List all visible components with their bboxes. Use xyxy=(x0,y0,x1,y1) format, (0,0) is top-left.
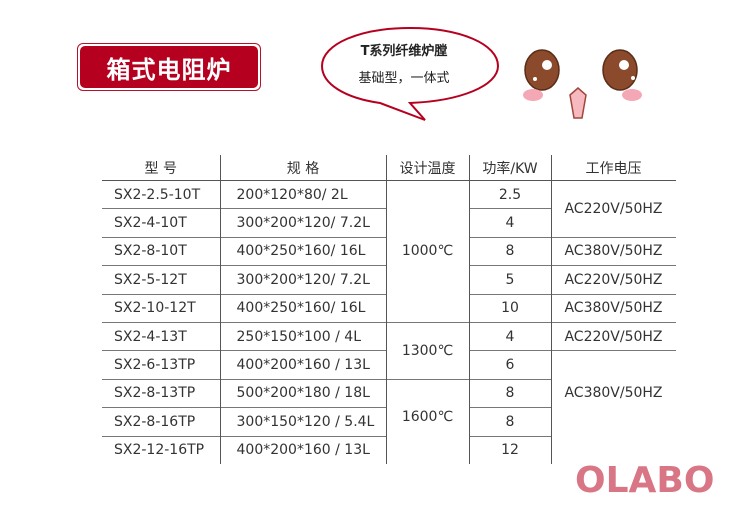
table-header: 型 号 规 格 设计温度 功率/KW 工作电压 xyxy=(102,155,676,181)
cell-voltage: AC380V/50HZ xyxy=(550,236,676,266)
cell-power: 8 xyxy=(468,236,551,266)
cute-face-icon xyxy=(523,49,642,119)
cell-voltage: AC220V/50HZ xyxy=(550,321,676,351)
table-row: SX2-4-13T 250*150*100 / 4L 1300℃ 4 AC220… xyxy=(102,321,676,380)
cell-voltage: AC380V/50HZ xyxy=(550,293,676,323)
cell-power: 8 xyxy=(468,378,551,408)
table-row: SX2-2.5-10T 200*120*80/ 2L 1000℃ 2.5 AC2… xyxy=(102,180,676,323)
table-row: SX2-5-12T 300*200*120/ 7.2L 5 AC220V/50H… xyxy=(102,265,676,295)
page-title: 箱式电阻炉 xyxy=(80,46,258,88)
header-voltage: 工作电压 xyxy=(550,155,676,181)
table-row: SX2-6-13TP 400*200*160 / 13L 6 AC380V/50… xyxy=(102,350,676,464)
cell-model: SX2-8-13TP xyxy=(102,378,220,408)
header-power: 功率/KW xyxy=(468,155,551,181)
cell-spec: 300*200*120/ 7.2L xyxy=(219,208,386,238)
cell-temp: 1000℃ xyxy=(385,180,469,323)
speech-bubble xyxy=(320,26,500,121)
bubble-line-1: T系列纤维炉膛 xyxy=(360,44,448,59)
header-spec: 规 格 xyxy=(219,155,386,181)
cell-voltage: AC380V/50HZ xyxy=(550,350,676,464)
cell-model: SX2-6-13TP xyxy=(102,350,220,380)
bubble-line-2: 基础型，一体式 xyxy=(358,71,450,86)
cell-model: SX2-4-13T xyxy=(102,321,220,351)
table-row: SX2-10-12T 400*250*160/ 16L 10 AC380V/50… xyxy=(102,293,676,323)
cell-spec: 300*200*120/ 7.2L xyxy=(219,265,386,295)
cell-power: 4 xyxy=(468,208,551,238)
cell-spec: 300*150*120 / 5.4L xyxy=(219,407,386,437)
cell-power: 10 xyxy=(468,293,551,323)
cell-temp: 1300℃ xyxy=(385,321,469,380)
cell-power: 4 xyxy=(468,321,551,351)
table-row: SX2-12-16TP 400*200*160 / 13L 12 xyxy=(102,435,676,464)
cell-spec: 250*150*100 / 4L xyxy=(219,321,386,351)
cell-spec: 400*200*160 / 13L xyxy=(219,350,386,380)
cell-model: SX2-8-16TP xyxy=(102,407,220,437)
table-row: SX2-8-16TP 300*150*120 / 5.4L 8 xyxy=(102,407,676,437)
cell-model: SX2-8-10T xyxy=(102,236,220,266)
cell-spec: 400*200*160 / 13L xyxy=(219,435,386,464)
table-row: SX2-8-13TP 500*200*180 / 18L 1600℃ 8 xyxy=(102,378,676,464)
olabo-logo: OLABO xyxy=(575,460,715,501)
cell-spec: 400*250*160/ 16L xyxy=(219,293,386,323)
cell-spec: 500*200*180 / 18L xyxy=(219,378,386,408)
header-model: 型 号 xyxy=(102,155,220,181)
cell-voltage: AC220V/50HZ xyxy=(550,180,676,238)
title-badge: 箱式电阻炉 xyxy=(77,43,261,91)
cell-power: 2.5 xyxy=(468,180,551,209)
table-row: SX2-8-10T 400*250*160/ 16L 8 AC380V/50HZ xyxy=(102,236,676,266)
cell-power: 12 xyxy=(468,435,551,464)
cell-model: SX2-4-10T xyxy=(102,208,220,238)
cell-model: SX2-12-16TP xyxy=(102,435,220,464)
cell-model: SX2-2.5-10T xyxy=(114,186,201,203)
header-temp: 设计温度 xyxy=(385,155,469,181)
cell-spec: 200*120*80/ 2L xyxy=(219,180,386,209)
cell-power: 8 xyxy=(468,407,551,437)
cell-model: SX2-10-12T xyxy=(102,293,220,323)
cell-voltage: AC220V/50HZ xyxy=(550,265,676,295)
table-row: SX2-4-10T 300*200*120/ 7.2L 4 xyxy=(102,208,676,238)
cell-model: SX2-5-12T xyxy=(102,265,220,295)
spec-table: 型 号 规 格 设计温度 功率/KW 工作电压 SX2-2.5-10T 200*… xyxy=(102,155,676,464)
cell-temp: 1600℃ xyxy=(385,378,469,464)
cell-spec: 400*250*160/ 16L xyxy=(219,236,386,266)
cell-power: 6 xyxy=(468,350,551,380)
cell-power: 5 xyxy=(468,265,551,295)
